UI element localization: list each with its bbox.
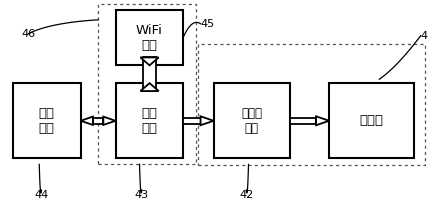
Text: 电源控
制器: 电源控 制器 (241, 107, 262, 135)
Text: 主控
电路: 主控 电路 (141, 107, 157, 135)
Bar (183, 118, 201, 124)
Text: 刷卡
模块: 刷卡 模块 (39, 107, 55, 135)
Text: 46: 46 (21, 29, 35, 39)
Text: 4: 4 (421, 31, 428, 41)
Text: 45: 45 (201, 19, 215, 29)
Polygon shape (316, 116, 329, 125)
Bar (143, 57, 156, 91)
Bar (198, 44, 425, 165)
Text: 42: 42 (239, 190, 253, 198)
Polygon shape (140, 57, 159, 65)
Bar (116, 83, 183, 158)
Bar (290, 118, 316, 124)
Polygon shape (201, 116, 214, 125)
Bar (13, 83, 81, 158)
Text: 麻将机: 麻将机 (360, 114, 384, 127)
Text: 44: 44 (34, 190, 48, 198)
Bar (98, 4, 196, 164)
Polygon shape (81, 117, 93, 125)
Text: 43: 43 (135, 190, 149, 198)
Bar (214, 83, 290, 158)
Text: WiFi
模块: WiFi 模块 (136, 24, 163, 52)
Polygon shape (140, 83, 159, 91)
Bar (93, 118, 103, 124)
Bar (329, 83, 414, 158)
Polygon shape (103, 117, 116, 125)
Bar (116, 10, 183, 65)
